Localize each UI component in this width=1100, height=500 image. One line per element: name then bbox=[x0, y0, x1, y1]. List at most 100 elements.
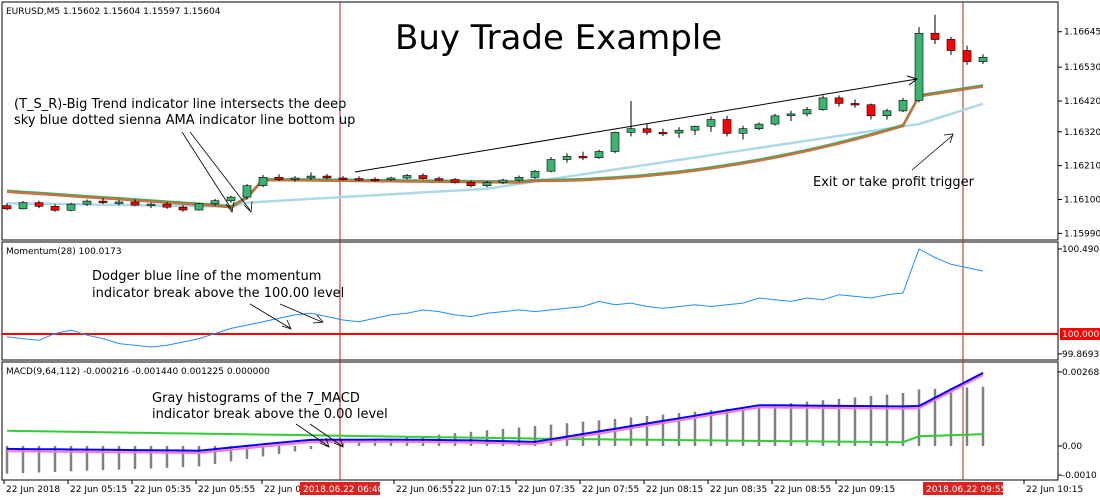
candle bbox=[914, 27, 924, 103]
candle bbox=[738, 125, 748, 140]
momentum-label: Momentum(28) 100.0173 bbox=[6, 247, 122, 257]
candle bbox=[466, 180, 476, 188]
macd-annotation-1: Gray histograms of the 7_MACD bbox=[152, 391, 360, 406]
price-tick-label: 1.16210 bbox=[1064, 162, 1100, 172]
price-panel bbox=[1, 1, 1059, 241]
candle bbox=[642, 124, 652, 135]
candle bbox=[66, 202, 76, 212]
candle bbox=[450, 178, 460, 184]
candle bbox=[34, 200, 44, 209]
x-tick-label: 22 Jun 09:15 bbox=[838, 485, 895, 495]
momentum-arrow-head bbox=[281, 319, 292, 330]
candle bbox=[722, 115, 732, 137]
candle bbox=[194, 202, 204, 211]
candle bbox=[178, 205, 188, 212]
candle bbox=[338, 176, 348, 181]
x-tick-label: 22 Jun 05:55 bbox=[198, 485, 255, 495]
macd-tick-label: -0.0010 bbox=[1062, 471, 1097, 481]
x-highlight-2: 2018.06.22 09:55 bbox=[926, 485, 1006, 495]
candles bbox=[2, 14, 988, 212]
momentum-tick-label: 99.8693 bbox=[1062, 350, 1099, 360]
tsr-arrow-head bbox=[225, 201, 235, 213]
candle bbox=[50, 204, 60, 212]
x-highlight-2-bg bbox=[923, 482, 1003, 495]
candle bbox=[626, 101, 636, 137]
candle bbox=[802, 107, 812, 117]
x-tick-label: 22 Jun 07:15 bbox=[454, 485, 511, 495]
candle bbox=[786, 110, 796, 121]
exit-arrow-head bbox=[943, 133, 954, 144]
trend-arrow-head bbox=[906, 75, 919, 86]
candle bbox=[114, 200, 124, 206]
candle bbox=[706, 116, 716, 132]
candle bbox=[514, 175, 524, 182]
x-tick-label: 22 Jun 07:55 bbox=[582, 485, 639, 495]
candle bbox=[850, 99, 860, 108]
candle bbox=[162, 202, 172, 209]
macd-pink-line bbox=[6, 374, 984, 455]
candle bbox=[226, 195, 236, 203]
candle bbox=[818, 95, 828, 111]
macd-tick-label: 0.002686 bbox=[1062, 368, 1100, 378]
x-tick-label: 22 Jun 07:35 bbox=[518, 485, 575, 495]
x-tick-label: 22 Jun 08:55 bbox=[774, 485, 831, 495]
tsr-arrow-1 bbox=[181, 131, 233, 211]
macd-label: MACD(9,64,112) -0.000216 -0.001440 0.001… bbox=[6, 367, 270, 377]
price-tick-label: 1.15990 bbox=[1064, 229, 1100, 239]
candle bbox=[610, 131, 620, 154]
candle bbox=[866, 103, 876, 120]
tsr-annotation-1: (T_S_R)-Big Trend indicator line interse… bbox=[14, 97, 346, 112]
candle bbox=[130, 199, 140, 207]
trend-green-line bbox=[6, 84, 984, 207]
x-tick-label: 22 Jun 05:35 bbox=[134, 485, 191, 495]
candle bbox=[530, 170, 540, 179]
macd-tick-label: 0.00 bbox=[1062, 442, 1082, 452]
candle bbox=[402, 174, 412, 180]
candle bbox=[242, 184, 252, 200]
tsr-arrow-head-2 bbox=[243, 201, 253, 213]
candle bbox=[306, 172, 316, 180]
x-tick-label: 22 Jun 08:35 bbox=[710, 485, 767, 495]
candle bbox=[418, 173, 428, 180]
x-tick-label: 22 Jun 06:55 bbox=[396, 485, 453, 495]
price-tick-label: 1.16420 bbox=[1064, 97, 1100, 107]
momentum-line bbox=[6, 248, 984, 348]
candle bbox=[146, 202, 156, 209]
x-tick-label: 22 Jun 2018 bbox=[6, 485, 60, 495]
candle bbox=[82, 199, 92, 206]
x-tick-label: 22 Jun 06 bbox=[264, 485, 307, 495]
candle bbox=[370, 177, 380, 182]
macd-blue-line bbox=[6, 372, 984, 452]
candle bbox=[258, 174, 268, 188]
candle bbox=[274, 174, 284, 181]
candle bbox=[658, 128, 668, 137]
macd-annotation-2: indicator break above the 0.00 level bbox=[152, 407, 388, 422]
price-tick-label: 1.16100 bbox=[1064, 196, 1100, 206]
candle bbox=[434, 176, 444, 181]
tsr-arrow-2 bbox=[189, 131, 251, 211]
macd-panel bbox=[1, 361, 1059, 481]
candle bbox=[322, 174, 332, 180]
candle bbox=[386, 176, 396, 181]
momentum-panel bbox=[1, 241, 1059, 361]
candle bbox=[674, 127, 684, 138]
momentum-arrow-head-2 bbox=[312, 314, 324, 324]
x-highlight-1: 2018.06.22 06:40 bbox=[303, 485, 384, 495]
momentum-arrow-1 bbox=[249, 303, 291, 329]
x-highlight-1-bg bbox=[300, 482, 380, 495]
exit-arrow bbox=[911, 134, 954, 171]
x-tick-label: 22 Jun 05:15 bbox=[70, 485, 127, 495]
candle bbox=[594, 149, 604, 159]
momentum-y-axis: 100.4907 100.0000 99.8693 bbox=[1058, 245, 1100, 360]
candle bbox=[834, 95, 844, 107]
trend-sienna-line bbox=[6, 85, 984, 209]
exit-annotation: Exit or take profit trigger bbox=[813, 175, 975, 190]
x-tick-label: 22 Jun 08:15 bbox=[646, 485, 703, 495]
macd-arrow-1 bbox=[295, 423, 329, 447]
tsr-annotation-2: sky blue dotted sienna AMA indicator lin… bbox=[14, 113, 355, 128]
candle bbox=[946, 36, 956, 55]
price-tick-label: 1.16320 bbox=[1064, 128, 1100, 138]
momentum-annotation-2: indicator break above the 100.00 level bbox=[92, 286, 344, 301]
candle bbox=[898, 97, 908, 113]
candle bbox=[754, 122, 764, 131]
